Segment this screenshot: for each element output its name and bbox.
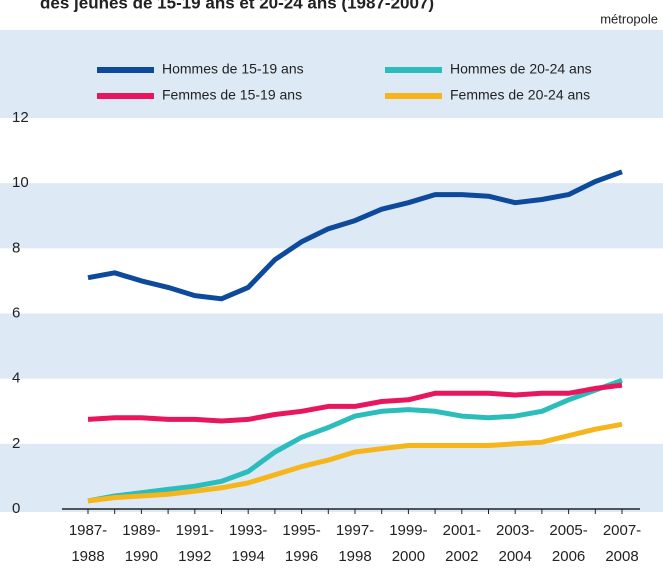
legend-label: Hommes de 20-24 ans	[450, 61, 592, 77]
y-tick-label: 8	[12, 239, 20, 256]
grid-band	[0, 118, 663, 184]
y-tick-label: 12	[12, 109, 29, 126]
x-tick-label: 1987-1988	[69, 522, 107, 565]
y-tick-label: 6	[12, 304, 20, 321]
legend-label: Femmes de 15-19 ans	[162, 87, 302, 103]
x-tick-label: 2003-2004	[496, 522, 534, 565]
y-tick-label: 10	[12, 174, 29, 191]
x-tick-label: 1999-2000	[389, 522, 427, 565]
chart-subtitle: métropole	[600, 11, 658, 26]
series-line	[87, 421, 623, 504]
series-line	[87, 377, 623, 504]
y-tick-label: 0	[12, 500, 20, 517]
x-tick-label: 1989-1990	[122, 522, 160, 565]
chart-title: des jeunes de 15-19 ans et 20-24 ans (19…	[40, 0, 434, 12]
series-line	[87, 169, 623, 302]
x-tick-label: 2005-2006	[549, 522, 587, 565]
x-tick-label: 2007-2008	[603, 522, 641, 565]
legend-label: Hommes de 15-19 ans	[162, 61, 304, 77]
y-tick-label: 2	[12, 435, 20, 452]
legend-label: Femmes de 20-24 ans	[450, 87, 590, 103]
x-tick-label: 1997-1998	[336, 522, 374, 565]
x-tick-label: 2001-2002	[443, 522, 481, 565]
x-tick-label: 1995-1996	[282, 522, 320, 565]
grid-band	[0, 248, 663, 314]
y-tick-label: 4	[12, 370, 20, 387]
grid-band	[0, 378, 663, 444]
x-tick-label: 1993-1994	[229, 522, 267, 565]
x-tick-label: 1991-1992	[176, 522, 214, 565]
series-line	[87, 382, 623, 424]
